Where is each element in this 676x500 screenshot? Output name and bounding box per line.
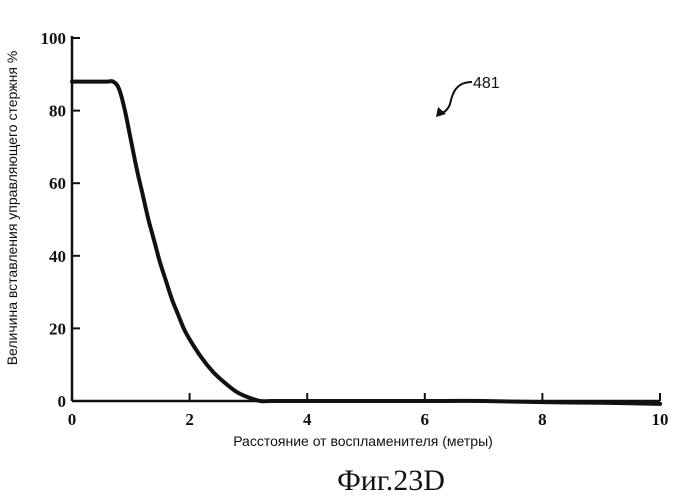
y-axis-label: Величина вставления управляющего стержня…	[4, 51, 20, 366]
x-tick-label: 8	[538, 410, 547, 429]
x-axis-label: Расстояние от воспламенителя (метры)	[233, 433, 493, 449]
x-tick-label: 6	[421, 410, 430, 429]
reference-annotation: 481	[436, 75, 500, 117]
x-tick-label: 0	[68, 410, 77, 429]
y-ticks: 0 20 40 60 80 100	[41, 29, 81, 411]
y-tick-label: 20	[49, 319, 66, 338]
x-ticks: 0 2 4 6 8 10	[68, 393, 669, 429]
y-tick-label: 60	[49, 174, 66, 193]
y-tick-label: 80	[49, 102, 66, 121]
series-line	[72, 81, 660, 404]
leader-arrow	[438, 82, 472, 115]
x-tick-label: 2	[185, 410, 194, 429]
y-tick-label: 40	[49, 247, 66, 266]
figure-caption: Фиг.23D	[337, 464, 445, 497]
x-tick-label: 10	[652, 410, 669, 429]
reference-number-481: 481	[473, 75, 500, 92]
y-tick-label: 0	[58, 392, 67, 411]
x-tick-label: 4	[303, 410, 312, 429]
y-tick-label: 100	[41, 29, 67, 48]
axes	[72, 36, 660, 401]
